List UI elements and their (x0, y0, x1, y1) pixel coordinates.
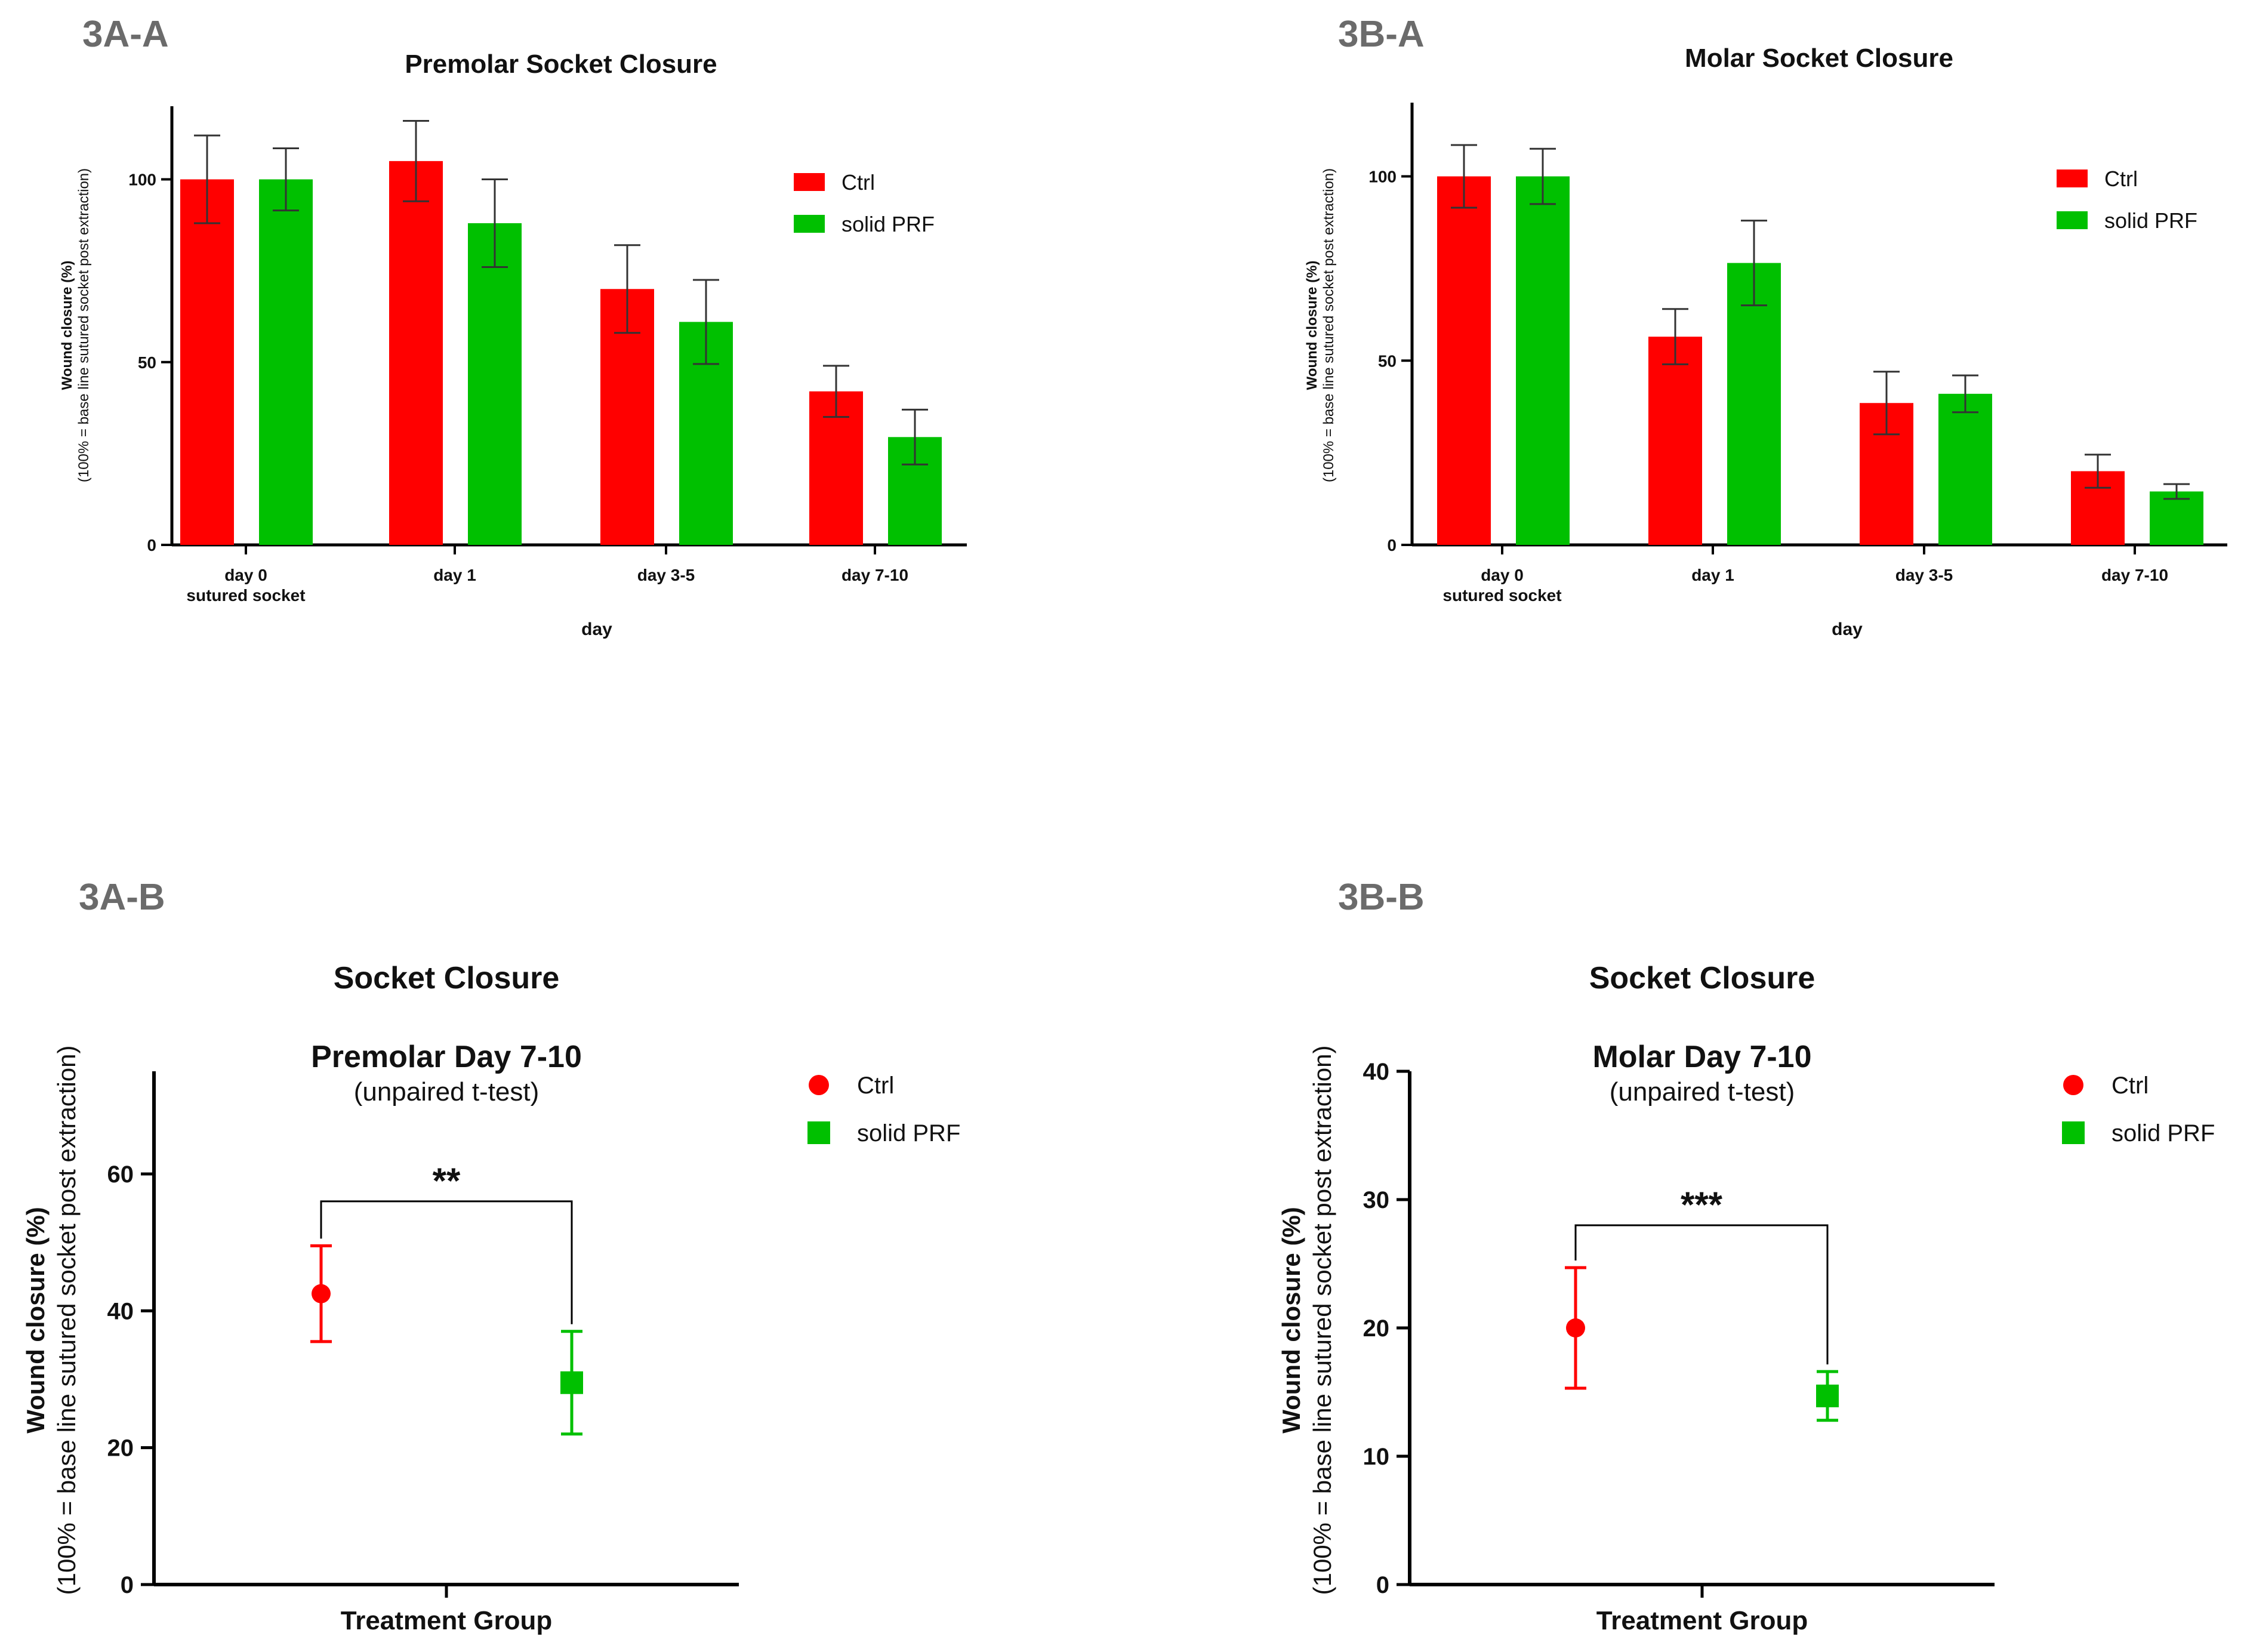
chart-title: Premolar Day 7-10 (311, 1040, 582, 1074)
x-axis-label: Treatment Group (341, 1606, 553, 1635)
bar-ctrl (1437, 176, 1491, 545)
premolar-bar-chart: Premolar Socket Closure Wound closure (%)… (59, 50, 967, 639)
y-axis-label-note: (100% = base line sutured socket post ex… (1321, 168, 1337, 482)
significance-bracket (1574, 1224, 1829, 1365)
y-tick-label: 40 (107, 1298, 134, 1324)
y-tick-label: 20 (107, 1435, 134, 1462)
x-axis-label: day (1832, 620, 1863, 639)
y-tick-label: 0 (121, 1572, 134, 1598)
x-category-label: day 0 (224, 566, 267, 584)
bar-solid-prf (468, 223, 522, 545)
x-category-label: day 7-10 (842, 566, 908, 584)
chart-subtitle: (unpaired t-test) (1610, 1077, 1795, 1107)
bar-solid-prf (1938, 393, 1992, 545)
chart-subtitle: (unpaired t-test) (354, 1077, 540, 1107)
legend-label-ctrl: Ctrl (842, 170, 875, 195)
y-axis-label: Wound closure (%) (1277, 1207, 1305, 1434)
molar-day-7-10-chart: Molar Day 7-10(unpaired t-test) Wound clo… (1277, 1040, 2215, 1635)
significance-marker: ** (433, 1161, 461, 1201)
x-category-label: day 0 (1481, 566, 1524, 584)
legend-label-solid-prf: solid PRF (2112, 1120, 2215, 1146)
y-tick-label: 0 (147, 536, 156, 554)
legend-marker-ctrl (2063, 1075, 2083, 1095)
y-tick-label: 0 (1376, 1572, 1389, 1598)
y-tick-label: 40 (1363, 1059, 1390, 1085)
point-solid-prf (560, 1371, 583, 1394)
socket-closure-heading-3a: Socket Closure (334, 961, 560, 995)
x-category-label: day 1 (433, 566, 476, 584)
molar-bar-chart: Molar Socket Closure Wound closure (%) (10… (1304, 44, 2227, 639)
legend-label-solid-prf: solid PRF (2104, 208, 2197, 233)
legend-swatch-ctrl (2057, 169, 2088, 187)
panel-label-3a-a: 3A-A (82, 14, 169, 55)
legend-marker-ctrl (809, 1075, 829, 1095)
legend-swatch-ctrl (794, 173, 825, 191)
y-axis-label-note: (100% = base line sutured socket post ex… (76, 168, 92, 482)
bar-ctrl (389, 161, 443, 545)
legend-label-ctrl: Ctrl (2112, 1072, 2149, 1099)
x-category-label: day 3-5 (637, 566, 695, 584)
y-axis-label: Wound closure (%) (21, 1207, 50, 1434)
legend-swatch-solid-prf (2057, 211, 2088, 229)
point-ctrl (1566, 1318, 1585, 1337)
legend-label-solid-prf: solid PRF (842, 212, 935, 236)
significance-marker: *** (1681, 1185, 1723, 1225)
premolar-day-7-10-chart: Premolar Day 7-10(unpaired t-test) Wound … (21, 1040, 960, 1635)
legend-marker-solid-prf (807, 1121, 830, 1144)
chart-title: Molar Day 7-10 (1592, 1040, 1811, 1074)
x-category-label: day 3-5 (1895, 566, 1953, 584)
y-tick-label: 50 (138, 353, 156, 372)
legend-label-solid-prf: solid PRF (857, 1120, 960, 1146)
bar-ctrl (1648, 337, 1702, 545)
y-tick-label: 50 (1378, 352, 1397, 370)
y-tick-label: 100 (1368, 168, 1397, 186)
y-tick-label: 30 (1363, 1187, 1390, 1213)
legend-swatch-solid-prf (794, 215, 825, 233)
point-ctrl (312, 1284, 331, 1303)
x-axis-label: day (581, 620, 612, 639)
y-axis-label-note: (100% = base line sutured socket post ex… (1308, 1045, 1336, 1595)
y-tick-label: 20 (1363, 1315, 1390, 1342)
y-tick-label: 60 (107, 1161, 134, 1188)
y-axis-label: Wound closure (%) (59, 261, 75, 390)
x-category-label: sutured socket (186, 586, 305, 605)
x-category-label: day 7-10 (2101, 566, 2168, 584)
bar-ctrl (180, 179, 234, 545)
legend-label-ctrl: Ctrl (2104, 167, 2138, 191)
chart-title: Premolar Socket Closure (405, 50, 717, 79)
panel-label-3b-a: 3B-A (1338, 14, 1425, 55)
y-tick-label: 0 (1387, 536, 1397, 554)
bar-solid-prf (259, 179, 313, 545)
legend-label-ctrl: Ctrl (857, 1072, 894, 1099)
bar-solid-prf (2150, 491, 2203, 545)
bar-solid-prf (1516, 176, 1570, 545)
socket-closure-heading-3b: Socket Closure (1589, 961, 1815, 995)
y-tick-label: 100 (128, 171, 156, 189)
x-axis-label: Treatment Group (1596, 1606, 1808, 1635)
x-category-label: sutured socket (1442, 586, 1561, 605)
legend-marker-solid-prf (2062, 1121, 2085, 1144)
panel-label-3b-b: 3B-B (1338, 877, 1425, 918)
point-solid-prf (1816, 1384, 1839, 1407)
x-category-label: day 1 (1691, 566, 1734, 584)
bar-solid-prf (1727, 263, 1781, 545)
panel-label-3a-b: 3A-B (79, 877, 165, 918)
y-axis-label: Wound closure (%) (1304, 261, 1320, 390)
chart-title: Molar Socket Closure (1685, 44, 1953, 73)
y-tick-label: 10 (1363, 1444, 1390, 1470)
significance-bracket (320, 1200, 573, 1324)
y-axis-label-note: (100% = base line sutured socket post ex… (53, 1045, 81, 1595)
